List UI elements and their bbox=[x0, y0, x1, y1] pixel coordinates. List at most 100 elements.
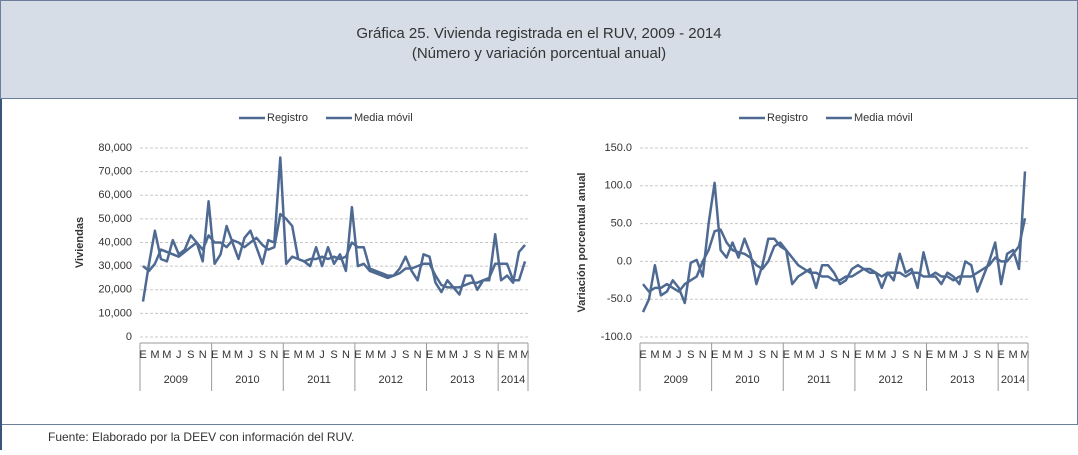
x-tick-label: N bbox=[342, 349, 350, 361]
x-tick-label: N bbox=[270, 349, 278, 361]
x-tick-label: M bbox=[449, 349, 458, 361]
x-tick-label: N bbox=[914, 349, 922, 361]
x-tick-label: N bbox=[985, 349, 993, 361]
y-tick-label: 20,000 bbox=[98, 284, 132, 296]
series-line bbox=[141, 156, 526, 302]
x-tick-label: E bbox=[997, 349, 1004, 361]
x-tick-label: N bbox=[199, 349, 207, 361]
x-group-label: 2014 bbox=[1001, 374, 1025, 386]
x-tick-label: J bbox=[248, 349, 254, 361]
x-tick-label: M bbox=[162, 349, 171, 361]
x-tick-label: S bbox=[902, 349, 909, 361]
y-tick-label: 50,000 bbox=[98, 213, 132, 225]
x-tick-label: M bbox=[377, 349, 386, 361]
x-tick-label: S bbox=[759, 349, 766, 361]
y-tick-label: 150.0 bbox=[604, 142, 632, 154]
x-tick-label: M bbox=[722, 349, 731, 361]
x-group-label: 2011 bbox=[307, 374, 331, 386]
legend-label: Registro bbox=[267, 112, 308, 124]
title-band bbox=[0, 0, 1078, 99]
x-tick-label: S bbox=[830, 349, 837, 361]
subtitle: (Número y variación porcentual anual) bbox=[412, 45, 666, 62]
x-tick-label: M bbox=[508, 349, 517, 361]
x-tick-label: S bbox=[330, 349, 337, 361]
x-tick-label: E bbox=[354, 349, 361, 361]
x-tick-label: E bbox=[783, 349, 790, 361]
x-tick-label: M bbox=[734, 349, 743, 361]
y-tick-label: 0.0 bbox=[617, 255, 632, 267]
x-tick-label: E bbox=[639, 349, 646, 361]
x-tick-label: J bbox=[819, 349, 825, 361]
x-tick-label: M bbox=[877, 349, 886, 361]
x-tick-label: N bbox=[842, 349, 850, 361]
x-group-label: 2012 bbox=[378, 374, 402, 386]
x-tick-label: E bbox=[283, 349, 290, 361]
x-tick-label: N bbox=[414, 349, 422, 361]
x-tick-label: E bbox=[854, 349, 861, 361]
x-tick-label: S bbox=[474, 349, 481, 361]
y-tick-label: 100.0 bbox=[604, 180, 632, 192]
y-tick-label: 30,000 bbox=[98, 260, 132, 272]
x-tick-label: M bbox=[520, 349, 529, 361]
x-tick-label: M bbox=[806, 349, 815, 361]
x-tick-label: M bbox=[662, 349, 671, 361]
x-tick-label: S bbox=[402, 349, 409, 361]
x-tick-label: M bbox=[949, 349, 958, 361]
x-tick-label: S bbox=[187, 349, 194, 361]
y-tick-label: -50.0 bbox=[607, 293, 632, 305]
x-group-label: 2013 bbox=[450, 374, 474, 386]
x-tick-label: M bbox=[1008, 349, 1017, 361]
x-tick-label: S bbox=[974, 349, 981, 361]
series-line bbox=[642, 218, 1027, 293]
y-tick-label: 80,000 bbox=[98, 142, 132, 154]
x-tick-label: E bbox=[926, 349, 933, 361]
x-group-label: 2013 bbox=[950, 374, 974, 386]
x-tick-label: M bbox=[365, 349, 374, 361]
x-tick-label: E bbox=[139, 349, 146, 361]
x-tick-label: J bbox=[176, 349, 182, 361]
x-tick-label: E bbox=[426, 349, 433, 361]
x-tick-label: E bbox=[711, 349, 718, 361]
x-tick-label: S bbox=[687, 349, 694, 361]
x-tick-label: J bbox=[391, 349, 397, 361]
series-line bbox=[142, 212, 527, 289]
y-tick-label: 50.0 bbox=[611, 218, 632, 230]
x-tick-label: M bbox=[306, 349, 315, 361]
x-tick-label: M bbox=[437, 349, 446, 361]
x-group-label: 2012 bbox=[878, 374, 902, 386]
y-tick-label: 10,000 bbox=[98, 307, 132, 319]
x-tick-label: M bbox=[794, 349, 803, 361]
x-group-label: 2014 bbox=[501, 374, 525, 386]
x-tick-label: N bbox=[770, 349, 778, 361]
legend-label: Media móvil bbox=[354, 112, 413, 124]
x-tick-label: M bbox=[865, 349, 874, 361]
x-group-label: 2010 bbox=[735, 374, 759, 386]
x-tick-label: J bbox=[891, 349, 897, 361]
y-tick-label: 70,000 bbox=[98, 166, 132, 178]
y-tick-label: 60,000 bbox=[98, 189, 132, 201]
x-tick-label: N bbox=[699, 349, 707, 361]
source: Fuente: Elaborado por la DEEV con inform… bbox=[48, 430, 354, 444]
x-tick-label: M bbox=[222, 349, 231, 361]
x-tick-label: E bbox=[211, 349, 218, 361]
x-tick-label: M bbox=[234, 349, 243, 361]
x-tick-label: N bbox=[485, 349, 493, 361]
x-group-label: 2009 bbox=[164, 374, 188, 386]
y-axis-label: Variación porcentual anual bbox=[576, 173, 588, 313]
x-tick-label: J bbox=[676, 349, 682, 361]
y-tick-label: 0 bbox=[126, 331, 132, 343]
y-tick-label: 40,000 bbox=[98, 236, 132, 248]
x-tick-label: S bbox=[259, 349, 266, 361]
x-tick-label: M bbox=[294, 349, 303, 361]
x-group-label: 2011 bbox=[807, 374, 831, 386]
title: Gráfica 25. Vivienda registrada en el RU… bbox=[356, 25, 721, 42]
legend-label: Media móvil bbox=[854, 112, 913, 124]
x-tick-label: M bbox=[150, 349, 159, 361]
x-group-label: 2009 bbox=[664, 374, 688, 386]
x-tick-label: M bbox=[1020, 349, 1029, 361]
x-group-label: 2010 bbox=[235, 374, 259, 386]
x-tick-label: J bbox=[748, 349, 754, 361]
x-tick-label: M bbox=[937, 349, 946, 361]
legend-label: Registro bbox=[767, 112, 808, 124]
